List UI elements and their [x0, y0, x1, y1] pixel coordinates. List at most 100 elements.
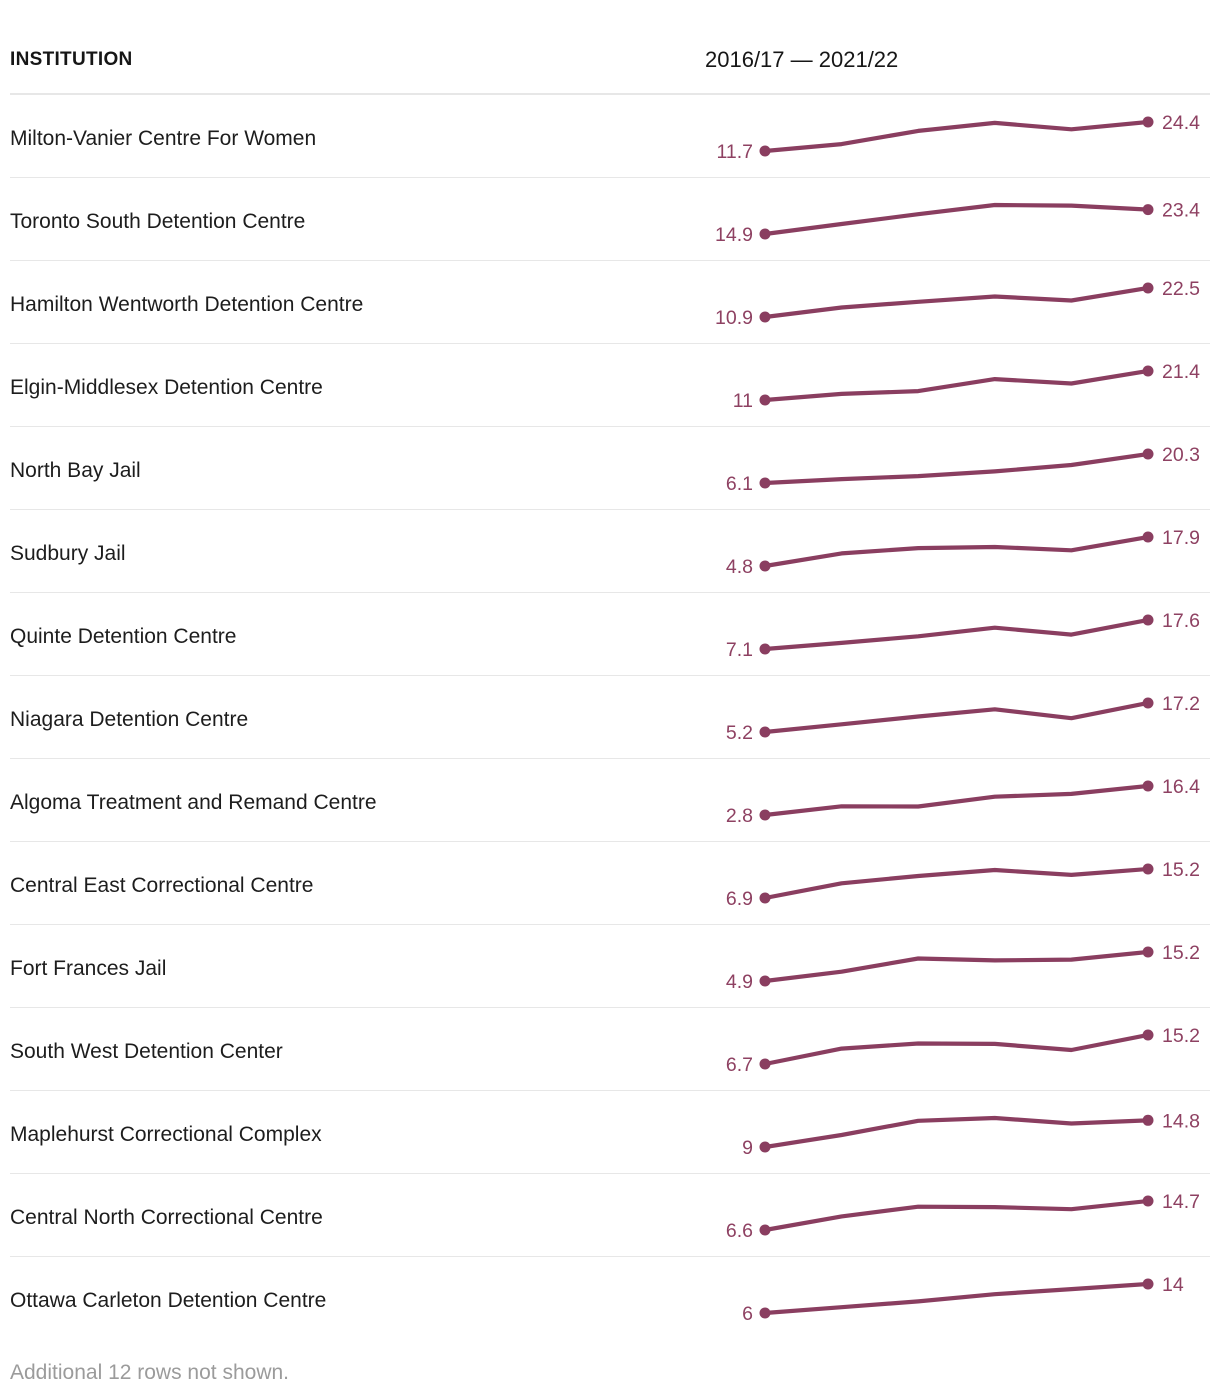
institution-label: Ottawa Carleton Detention Centre: [10, 1289, 327, 1312]
start-value-label: 9: [742, 1137, 753, 1159]
start-dot: [759, 975, 771, 987]
end-value-label: 17.9: [1162, 527, 1200, 549]
column-header-trend: 2016/17 — 2021/22: [705, 47, 899, 72]
start-dot: [759, 477, 771, 489]
institution-label: Central North Correctional Centre: [10, 1206, 323, 1229]
trend-line: [762, 866, 1151, 901]
sparkline-chart: 4.8 17.9: [726, 527, 1200, 578]
start-dot: [759, 394, 771, 406]
sparkline-chart: 6.7 15.2: [726, 1025, 1200, 1076]
end-dot: [1142, 614, 1154, 626]
end-dot: [1142, 204, 1154, 216]
sparkline-chart: 6 14: [742, 1274, 1184, 1325]
start-dot: [759, 311, 771, 323]
table-row: Milton-Vanier Centre For Women 11.7 24.4: [10, 95, 1210, 178]
trend-line: [762, 1198, 1151, 1233]
start-dot: [759, 809, 771, 821]
end-dot: [1142, 1278, 1154, 1290]
end-value-label: 14.8: [1162, 1110, 1200, 1132]
start-value-label: 6.1: [726, 473, 753, 495]
end-value-label: 15.2: [1162, 859, 1200, 881]
end-value-label: 14.7: [1162, 1191, 1200, 1213]
trend-line: [762, 949, 1151, 984]
start-value-label: 4.8: [726, 556, 753, 578]
table-row: South West Detention Center 6.7 15.2: [10, 1008, 1210, 1091]
table-row: Elgin-Middlesex Detention Centre 11 21.4: [10, 344, 1210, 427]
start-value-label: 6.7: [726, 1054, 753, 1076]
institution-label: Elgin-Middlesex Detention Centre: [10, 376, 323, 399]
table-row: Sudbury Jail 4.8 17.9: [10, 510, 1210, 593]
sparkline-chart: 10.9 22.5: [715, 278, 1200, 329]
end-value-label: 22.5: [1162, 278, 1200, 300]
start-value-label: 5.2: [726, 722, 753, 744]
footer-note: Additional 12 rows not shown.: [10, 1361, 289, 1384]
table-row: Central East Correctional Centre 6.9 15.…: [10, 842, 1210, 925]
end-dot: [1142, 863, 1154, 875]
sparkline-table: INSTITUTION 2016/17 — 2021/22 Milton-Van…: [10, 0, 1210, 1339]
start-dot: [759, 726, 771, 738]
institution-label: Sudbury Jail: [10, 542, 126, 565]
sparkline-chart: 6.6 14.7: [726, 1191, 1200, 1242]
start-dot: [759, 643, 771, 655]
sparkline-chart: 7.1 17.6: [726, 610, 1200, 661]
start-dot: [759, 1141, 771, 1153]
table-row: Ottawa Carleton Detention Centre 6 14: [10, 1257, 1210, 1339]
end-dot: [1142, 780, 1154, 792]
institution-label: Fort Frances Jail: [10, 957, 167, 980]
end-dot: [1142, 697, 1154, 709]
institution-label: North Bay Jail: [10, 459, 141, 482]
trend-line: [762, 119, 1151, 154]
sparkline-chart: 4.9 15.2: [726, 942, 1200, 993]
sparkline-chart: 6.1 20.3: [726, 444, 1200, 495]
table-row: Maplehurst Correctional Complex 9 14.8: [10, 1091, 1210, 1174]
start-dot: [759, 892, 771, 904]
end-dot: [1142, 1029, 1154, 1041]
end-value-label: 15.2: [1162, 1025, 1200, 1047]
institution-label: Central East Correctional Centre: [10, 874, 314, 897]
sparkline-chart: 6.9 15.2: [726, 859, 1200, 910]
start-value-label: 6.6: [726, 1220, 753, 1242]
end-value-label: 20.3: [1162, 444, 1200, 466]
end-dot: [1142, 531, 1154, 543]
institution-label: Hamilton Wentworth Detention Centre: [10, 293, 364, 316]
end-dot: [1142, 946, 1154, 958]
institution-label: Milton-Vanier Centre For Women: [10, 127, 317, 150]
start-dot: [759, 228, 771, 240]
end-dot: [1142, 1195, 1154, 1207]
start-value-label: 7.1: [726, 639, 753, 661]
end-dot: [1142, 1114, 1154, 1126]
sparkline-chart: 11.7 24.4: [716, 112, 1200, 163]
start-value-label: 11: [733, 390, 753, 412]
end-dot: [1142, 448, 1154, 460]
trend-line: [762, 1115, 1151, 1150]
sparkline-chart: 9 14.8: [742, 1110, 1200, 1159]
institution-label: Quinte Detention Centre: [10, 625, 237, 648]
start-value-label: 6: [742, 1303, 753, 1325]
start-dot: [759, 145, 771, 157]
sparkline-chart: 14.9 23.4: [715, 200, 1200, 246]
end-value-label: 23.4: [1162, 200, 1200, 222]
institution-label: Toronto South Detention Centre: [10, 210, 306, 233]
end-dot: [1142, 282, 1154, 294]
trend-line: [762, 202, 1151, 237]
trend-line: [762, 617, 1151, 652]
table-row: Hamilton Wentworth Detention Centre 10.9…: [10, 261, 1210, 344]
trend-line: [762, 1281, 1151, 1316]
table-row: Fort Frances Jail 4.9 15.2: [10, 925, 1210, 1008]
table-header: INSTITUTION 2016/17 — 2021/22: [10, 0, 1210, 95]
end-dot: [1142, 365, 1154, 377]
start-value-label: 10.9: [715, 307, 753, 329]
end-value-label: 16.4: [1162, 776, 1200, 798]
table-row: Quinte Detention Centre 7.1 17.6: [10, 593, 1210, 676]
trend-line: [762, 285, 1151, 320]
table-body: Milton-Vanier Centre For Women 11.7 24.4…: [10, 95, 1210, 1339]
trend-line: [762, 700, 1151, 735]
start-dot: [759, 1058, 771, 1070]
trend-line: [762, 783, 1151, 818]
institution-label: Algoma Treatment and Remand Centre: [10, 791, 377, 814]
table-row: North Bay Jail 6.1 20.3: [10, 427, 1210, 510]
sparkline-chart: 2.8 16.4: [726, 776, 1200, 827]
end-value-label: 17.6: [1162, 610, 1200, 632]
sparkline-chart: 5.2 17.2: [726, 693, 1200, 744]
end-dot: [1142, 116, 1154, 128]
